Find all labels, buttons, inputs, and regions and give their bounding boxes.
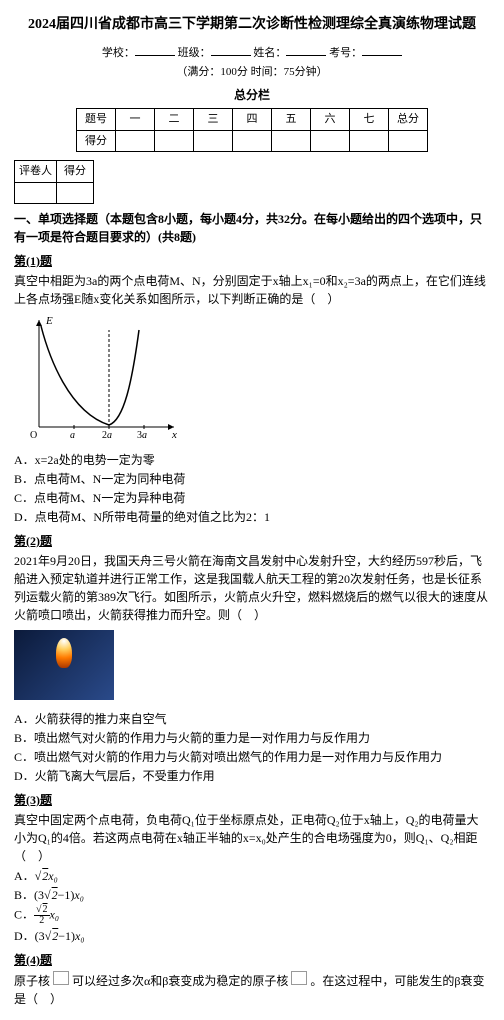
cell [15, 182, 57, 204]
school-blank [135, 43, 175, 56]
cell: 六 [311, 109, 350, 131]
section-1-head: 一、单项选择题（本题包含8小题，每小题4分，共32分。在每小题给出的四个选项中，… [14, 210, 490, 246]
page-title: 2024届四川省成都市高三下学期第二次诊断性检测理综全真演练物理试题 [14, 14, 490, 35]
cell [155, 130, 194, 152]
svg-text:x: x [171, 429, 177, 441]
cell: 评卷人 [15, 161, 57, 183]
table-row: 题号 一 二 三 四 五 六 七 总分 [77, 109, 428, 131]
svg-text:O: O [30, 430, 37, 441]
cell: 二 [155, 109, 194, 131]
question-3: 第(3)题 真空中固定两个点电荷，负电荷Q₁位于坐标原点处，正电荷Q₂位于x轴上… [14, 791, 490, 945]
cell: 得分 [57, 161, 94, 183]
cell: 五 [272, 109, 311, 131]
q3-stem: 真空中固定两个点电荷，负电荷Q₁位于坐标原点处，正电荷Q₂位于x轴上，Q₂的电荷… [14, 811, 490, 865]
q1-opt-d: D．点电荷M、N所带电荷量的绝对值之比为2：1 [14, 508, 490, 526]
table-row [15, 182, 94, 204]
cell: 四 [233, 109, 272, 131]
marker-table: 评卷人 得分 [14, 160, 94, 204]
cell: 一 [116, 109, 155, 131]
q1-opt-a: A．x=2a处的电势一定为零 [14, 451, 490, 469]
cell: 得分 [77, 130, 116, 152]
q1-num: 第(1)题 [14, 252, 490, 270]
q1-stem: 真空中相距为3a的两个点电荷M、N，分别固定于x轴上x₁=0和x₂=3a的两点上… [14, 272, 490, 308]
cell [272, 130, 311, 152]
class-label: 班级： [178, 47, 211, 59]
svg-text:a: a [70, 430, 75, 441]
cell [116, 130, 155, 152]
q3-options: A．√2x₀ B．(3√2−1)x₀ C．√22x₀ D．(3√2−1)x₀ [14, 867, 490, 945]
q2-opt-c: C．喷出燃气对火箭的作用力与火箭对喷出燃气的作用力是一对作用力与反作用力 [14, 748, 490, 766]
cell: 题号 [77, 109, 116, 131]
q2-stem: 2021年9月20日，我国天舟三号火箭在海南文昌发射中心发射升空，大约经历597… [14, 552, 490, 624]
cell: 三 [194, 109, 233, 131]
info-line: 学校： 班级： 姓名： 考号： [14, 43, 490, 62]
q4-stem: 原子核 可以经过多次α和β衰变成为稳定的原子核 。在这过程中，可能发生的β衰变是… [14, 971, 490, 1008]
q2-opt-b: B．喷出燃气对火箭的作用力与火箭的重力是一对作用力与反作用力 [14, 729, 490, 747]
cell [311, 130, 350, 152]
q3-opt-b: B．(3√2−1)x₀ [14, 886, 490, 904]
cell [350, 130, 389, 152]
table-row: 评卷人 得分 [15, 161, 94, 183]
q3-opt-a: A．√2x₀ [14, 867, 490, 885]
q3-opt-c: C．√22x₀ [14, 905, 490, 926]
q2-options: A．火箭获得的推力来自空气 B．喷出燃气对火箭的作用力与火箭的重力是一对作用力与… [14, 710, 490, 785]
q2-num: 第(2)题 [14, 532, 490, 550]
name-blank [286, 43, 326, 56]
name-label: 姓名： [253, 47, 286, 59]
school-label: 学校： [102, 47, 135, 59]
cell: 总分 [389, 109, 428, 131]
table-row: 得分 [77, 130, 428, 152]
nuclide-1 [53, 971, 69, 985]
q2-opt-d: D．火箭飞离大气层后，不受重力作用 [14, 767, 490, 785]
question-1: 第(1)题 真空中相距为3a的两个点电荷M、N，分别固定于x轴上x₁=0和x₂=… [14, 252, 490, 526]
class-blank [211, 43, 251, 56]
cell [233, 130, 272, 152]
q1-opt-c: C．点电荷M、N一定为异种电荷 [14, 489, 490, 507]
q3-opt-d: D．(3√2−1)x₀ [14, 927, 490, 945]
cell [57, 182, 94, 204]
q3-num: 第(3)题 [14, 791, 490, 809]
nuclide-2 [291, 971, 307, 985]
q4-num: 第(4)题 [14, 951, 490, 969]
q1-options: A．x=2a处的电势一定为零 B．点电荷M、N一定为同种电荷 C．点电荷M、N一… [14, 451, 490, 526]
svg-text:2a: 2a [102, 430, 112, 441]
subtitle: （满分：100分 时间：75分钟） [14, 64, 490, 81]
cell [389, 130, 428, 152]
examid-blank [362, 43, 402, 56]
score-title: 总分栏 [14, 86, 490, 104]
q1-chart: x E O a 2a 3a [24, 312, 490, 447]
cell: 七 [350, 109, 389, 131]
rocket-photo [14, 630, 114, 700]
score-table: 题号 一 二 三 四 五 六 七 总分 得分 [76, 108, 428, 152]
svg-text:E: E [45, 315, 53, 327]
svg-text:3a: 3a [137, 430, 147, 441]
examid-label: 考号： [329, 47, 362, 59]
q1-opt-b: B．点电荷M、N一定为同种电荷 [14, 470, 490, 488]
cell [194, 130, 233, 152]
question-2: 第(2)题 2021年9月20日，我国天舟三号火箭在海南文昌发射中心发射升空，大… [14, 532, 490, 785]
question-4: 第(4)题 原子核 可以经过多次α和β衰变成为稳定的原子核 。在这过程中，可能发… [14, 951, 490, 1008]
